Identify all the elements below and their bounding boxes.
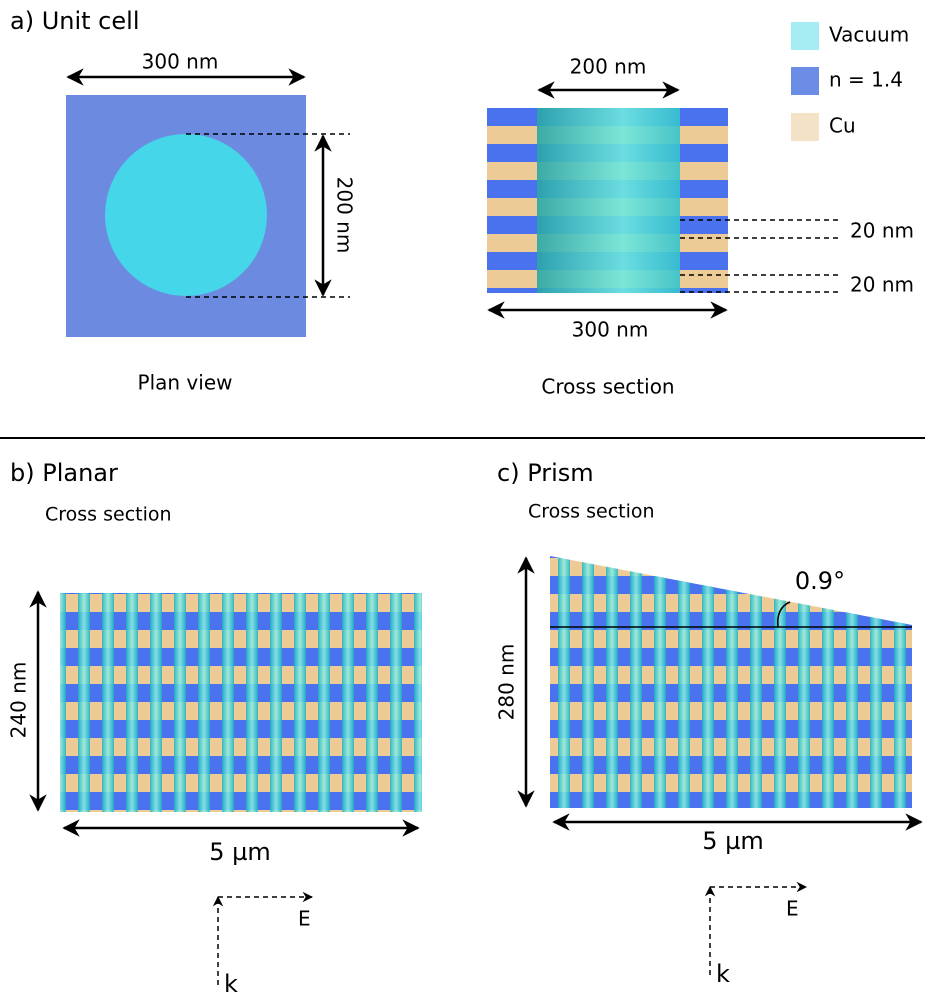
dimension-label: 240 nm xyxy=(7,662,31,739)
dimension-label: 300 nm xyxy=(142,50,219,74)
legend-swatch xyxy=(791,22,819,50)
dimension-label: 300 nm xyxy=(572,318,649,342)
legend-swatch xyxy=(791,113,819,141)
vacuum-columns xyxy=(60,593,422,812)
legend-label: n = 1.4 xyxy=(829,68,903,92)
dimension-label: 5 µm xyxy=(702,827,764,855)
dimension-label: 200 nm xyxy=(570,55,647,79)
dimension-label: 20 nm xyxy=(850,219,914,243)
panel-title: b) Planar xyxy=(10,459,118,487)
caption: Plan view xyxy=(138,371,233,395)
legend-swatch xyxy=(791,67,819,95)
axis-label: E xyxy=(786,897,799,921)
axis-label: E xyxy=(298,907,311,931)
prism xyxy=(550,556,912,808)
dimension-label: 20 nm xyxy=(850,273,914,297)
axis-label: k xyxy=(716,960,730,988)
dimension-label: 280 nm xyxy=(495,644,519,721)
panel-title: c) Prism xyxy=(497,459,594,487)
vacuum-column xyxy=(537,108,680,293)
dimension-label: 5 µm xyxy=(209,838,271,866)
figure: a) Unit cell 300 nm 200 nm Plan view 200… xyxy=(0,0,925,996)
axis-label: k xyxy=(224,970,238,996)
dimension-label: 200 nm xyxy=(333,177,357,254)
plan-hole xyxy=(105,134,267,296)
cross-section xyxy=(487,108,728,293)
legend-label: Cu xyxy=(829,114,856,138)
caption: Cross section xyxy=(541,375,674,399)
panel-title: a) Unit cell xyxy=(10,7,139,35)
subtitle: Cross section xyxy=(528,501,655,523)
vacuum-columns xyxy=(550,556,912,808)
angle-label: 0.9° xyxy=(795,567,845,595)
subtitle: Cross section xyxy=(45,504,172,526)
legend-label: Vacuum xyxy=(829,23,909,47)
